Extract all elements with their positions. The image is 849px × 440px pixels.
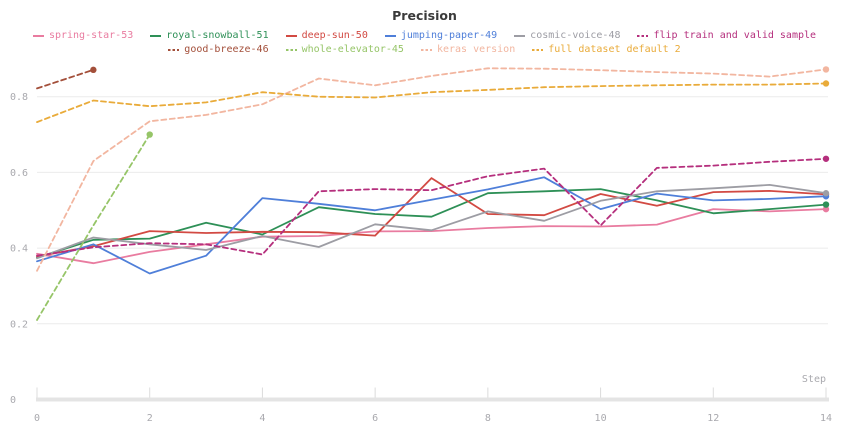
series-line-deep-sun-50[interactable] (36, 177, 827, 258)
chart-title: Precision (392, 8, 457, 23)
solid-line-swatch-icon (32, 34, 44, 37)
legend-row-1: spring-star-53 royal-snowball-51 deep-sun-… (0, 29, 849, 42)
y-tick-label: 0.8 (10, 92, 28, 103)
dashed-line-swatch-icon (168, 48, 180, 51)
y-tick-label: 0.6 (10, 168, 28, 179)
dashed-line-swatch-icon (420, 48, 432, 51)
solid-line-swatch-icon (384, 34, 396, 37)
x-tick-label: 8 (485, 413, 491, 424)
legend-label: flip train and valid sample (653, 30, 817, 41)
legend-item-whole-elevator-45[interactable]: whole-elevator-45 (285, 43, 404, 56)
x-tick-label: 6 (372, 413, 378, 424)
legend-item-keras-version[interactable]: keras version (420, 43, 516, 56)
x-axis-title: Step (802, 374, 826, 385)
series-line-whole-elevator-45[interactable] (36, 133, 151, 321)
x-axis-line (36, 397, 829, 402)
x-tick-label: 4 (259, 413, 265, 424)
legend-row-2: good-breeze-46 whole-elevator-45 keras ver… (0, 43, 849, 56)
legend-label: jumping-paper-49 (400, 30, 498, 41)
y-tick-label-zero: 0 (10, 395, 16, 406)
legend-label: royal-snowball-51 (166, 30, 269, 41)
series-endpoint-cosmic-voice-48 (822, 190, 830, 197)
series-line-flip-train-and-valid-sample[interactable] (36, 157, 827, 257)
x-tick-label: 12 (707, 413, 719, 424)
series-endpoint-flip-train-and-valid-sample (822, 155, 830, 162)
dashed-line-swatch-icon (285, 48, 297, 51)
legend-label: good-breeze-46 (184, 44, 269, 55)
solid-line-swatch-icon (514, 34, 526, 37)
x-tick-label: 2 (147, 413, 153, 424)
series-line-cosmic-voice-48[interactable] (36, 183, 827, 260)
series-endpoint-good-breeze-46 (90, 66, 97, 74)
series-line-jumping-paper-49[interactable] (36, 176, 827, 275)
series-line-good-breeze-46[interactable] (36, 68, 95, 90)
dashed-line-swatch-icon (532, 48, 544, 51)
series-endpoint-spring-star-53 (822, 205, 830, 213)
legend-label: cosmic-voice-48 (530, 30, 621, 41)
legend-item-spring-star-53[interactable]: spring-star-53 (32, 29, 134, 42)
legend-item-good-breeze-46[interactable]: good-breeze-46 (168, 43, 269, 56)
solid-line-swatch-icon (285, 34, 297, 37)
series-endpoint-royal-snowball-51 (822, 201, 830, 208)
series-endpoint-full-dataset-default-2 (822, 80, 830, 87)
legend-label: deep-sun-50 (301, 30, 368, 41)
legend-item-jumping-paper-49[interactable]: jumping-paper-49 (384, 29, 498, 42)
legend-label: spring-star-53 (48, 30, 134, 41)
x-tick-label: 14 (820, 413, 832, 424)
solid-line-swatch-icon (150, 34, 162, 37)
legend-item-full-dataset-default-2[interactable]: full dataset default 2 (532, 43, 681, 56)
legend-item-deep-sun-50[interactable]: deep-sun-50 (285, 29, 368, 42)
dashed-line-swatch-icon (637, 34, 649, 37)
legend-item-cosmic-voice-48[interactable]: cosmic-voice-48 (514, 29, 620, 42)
series-line-full-dataset-default-2[interactable] (36, 82, 827, 123)
legend-item-flip-train-and-valid-sample[interactable]: flip train and valid sample (637, 29, 816, 42)
legend-item-royal-snowball-51[interactable]: royal-snowball-51 (150, 29, 269, 42)
series-line-keras-version[interactable] (36, 67, 827, 272)
y-tick-label: 0.2 (10, 319, 28, 330)
legend-label: full dataset default 2 (548, 44, 681, 55)
series-endpoint-keras-version (822, 66, 830, 73)
y-tick-label: 0.4 (10, 244, 28, 255)
x-tick-label: 0 (34, 413, 40, 424)
legend-label: whole-elevator-45 (301, 44, 404, 55)
x-tick-label: 10 (595, 413, 607, 424)
legend-label: keras version (436, 44, 516, 55)
series-endpoint-whole-elevator-45 (146, 131, 153, 138)
series-line-royal-snowball-51[interactable] (36, 188, 827, 259)
